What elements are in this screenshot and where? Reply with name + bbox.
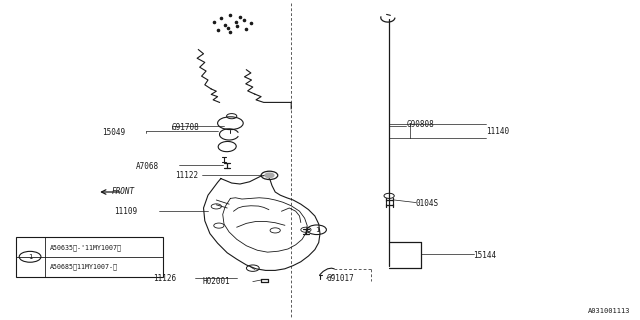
Text: 11122: 11122 (175, 171, 198, 180)
Text: G91017: G91017 (326, 274, 354, 283)
Point (216, 15, 226, 20)
Point (223, 26, 233, 31)
Text: 15049: 15049 (102, 128, 125, 137)
Point (220, 22, 230, 28)
Point (246, 20, 256, 26)
Text: G90808: G90808 (406, 120, 434, 129)
Text: 0104S: 0104S (416, 199, 439, 208)
Text: 11126: 11126 (153, 274, 176, 283)
Text: 11109: 11109 (115, 207, 138, 216)
Text: A50685（11MY1007-）: A50685（11MY1007-） (50, 263, 118, 270)
Text: 1: 1 (28, 254, 32, 260)
Point (230, 20, 241, 25)
Point (225, 13, 236, 18)
Text: 1: 1 (315, 227, 319, 233)
Point (232, 24, 242, 29)
Bar (16, 237, 163, 277)
Text: H02001: H02001 (203, 277, 230, 286)
Text: 15144: 15144 (474, 252, 497, 260)
Point (235, 14, 245, 20)
Circle shape (265, 173, 274, 178)
Text: A7068: A7068 (136, 162, 159, 171)
Text: FRONT: FRONT (112, 187, 135, 196)
Text: 11140: 11140 (486, 127, 509, 136)
Point (239, 18, 250, 23)
Point (241, 26, 252, 31)
Point (209, 19, 220, 24)
Text: G91708: G91708 (172, 124, 199, 132)
Point (225, 29, 236, 35)
Text: A50635（-'11MY1007）: A50635（-'11MY1007） (50, 244, 122, 251)
Point (212, 28, 223, 33)
Text: A031001113: A031001113 (588, 308, 630, 314)
